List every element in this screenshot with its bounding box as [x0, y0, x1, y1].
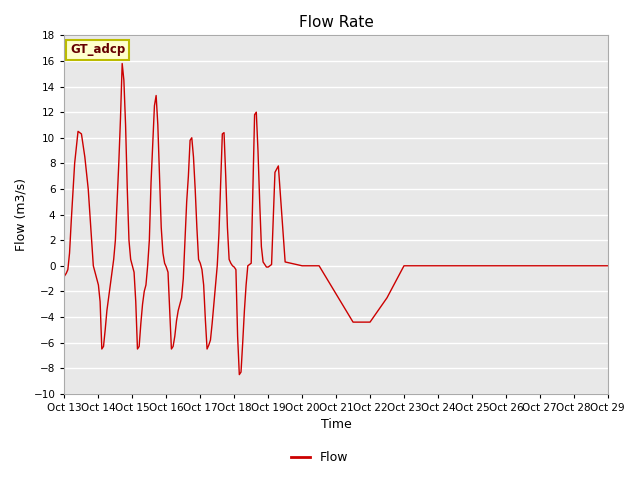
Flow — [202, 317, 209, 323]
X-axis label: Time: Time — [321, 419, 351, 432]
Legend: Flow: Flow — [286, 446, 354, 469]
Flow — [61, 273, 68, 279]
Flow — [193, 225, 201, 230]
Flow — [417, 263, 425, 269]
Flow — [275, 163, 282, 169]
Title: Flow Rate: Flow Rate — [299, 15, 374, 30]
Flow — [604, 263, 612, 269]
Flow — [118, 60, 126, 66]
Flow — [125, 237, 133, 243]
Y-axis label: Flow (m3/s): Flow (m3/s) — [15, 178, 28, 251]
Flow — [237, 369, 245, 375]
Flow — [236, 372, 243, 377]
Line: Flow: Flow — [65, 63, 608, 374]
Text: GT_adcp: GT_adcp — [70, 43, 125, 56]
